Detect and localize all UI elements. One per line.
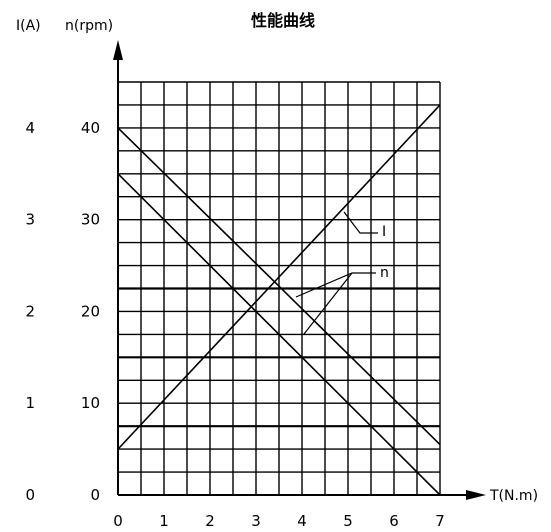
- x-tick-label: 6: [389, 512, 399, 530]
- chart-labels: 性能曲线 I(A) n(rpm) T(N.m) I n: [16, 11, 538, 504]
- chart-axes: [113, 40, 486, 500]
- x-tick-label: 5: [343, 512, 353, 530]
- chart-title: 性能曲线: [251, 11, 315, 30]
- chart-tick-labels: 0 1 2 3 4 5 6 7 0 10 20 30 40 0 1 2 3 4: [25, 119, 444, 530]
- chart-grid: [117, 81, 441, 496]
- y-axis-label-speed: n(rpm): [65, 18, 113, 34]
- chart-curves: [117, 104, 441, 496]
- x-axis-arrow: [466, 490, 486, 500]
- y-tick-label-speed: 30: [81, 211, 100, 229]
- y-tick-label-current: 2: [25, 302, 35, 320]
- series-label-n: n: [380, 265, 389, 281]
- y-tick-label-speed: 0: [90, 486, 100, 504]
- y-axis-label-current: I(A): [16, 18, 41, 34]
- x-tick-label: 1: [159, 512, 169, 530]
- label-leader-line: [343, 211, 378, 234]
- x-tick-label: 0: [113, 512, 123, 530]
- series-line-n-1: [117, 127, 441, 446]
- y-tick-label-current: 1: [25, 394, 35, 412]
- x-tick-label: 2: [205, 512, 215, 530]
- x-tick-label: 4: [297, 512, 307, 530]
- x-tick-label: 7: [435, 512, 445, 530]
- y-axis-arrow: [113, 40, 123, 60]
- series-line-n-2: [117, 173, 441, 496]
- x-axis-label: T(N.m): [489, 488, 538, 504]
- y-tick-label-current: 0: [25, 486, 35, 504]
- x-tick-label: 3: [251, 512, 261, 530]
- y-tick-label-speed: 10: [81, 394, 100, 412]
- y-tick-label-current: 4: [25, 119, 35, 137]
- y-tick-label-current: 3: [25, 211, 35, 229]
- y-tick-label-speed: 40: [81, 119, 100, 137]
- label-leader-line: [303, 272, 353, 335]
- series-label-I: I: [382, 224, 386, 240]
- series-line-I-0: [117, 104, 441, 450]
- y-tick-label-speed: 20: [81, 302, 100, 320]
